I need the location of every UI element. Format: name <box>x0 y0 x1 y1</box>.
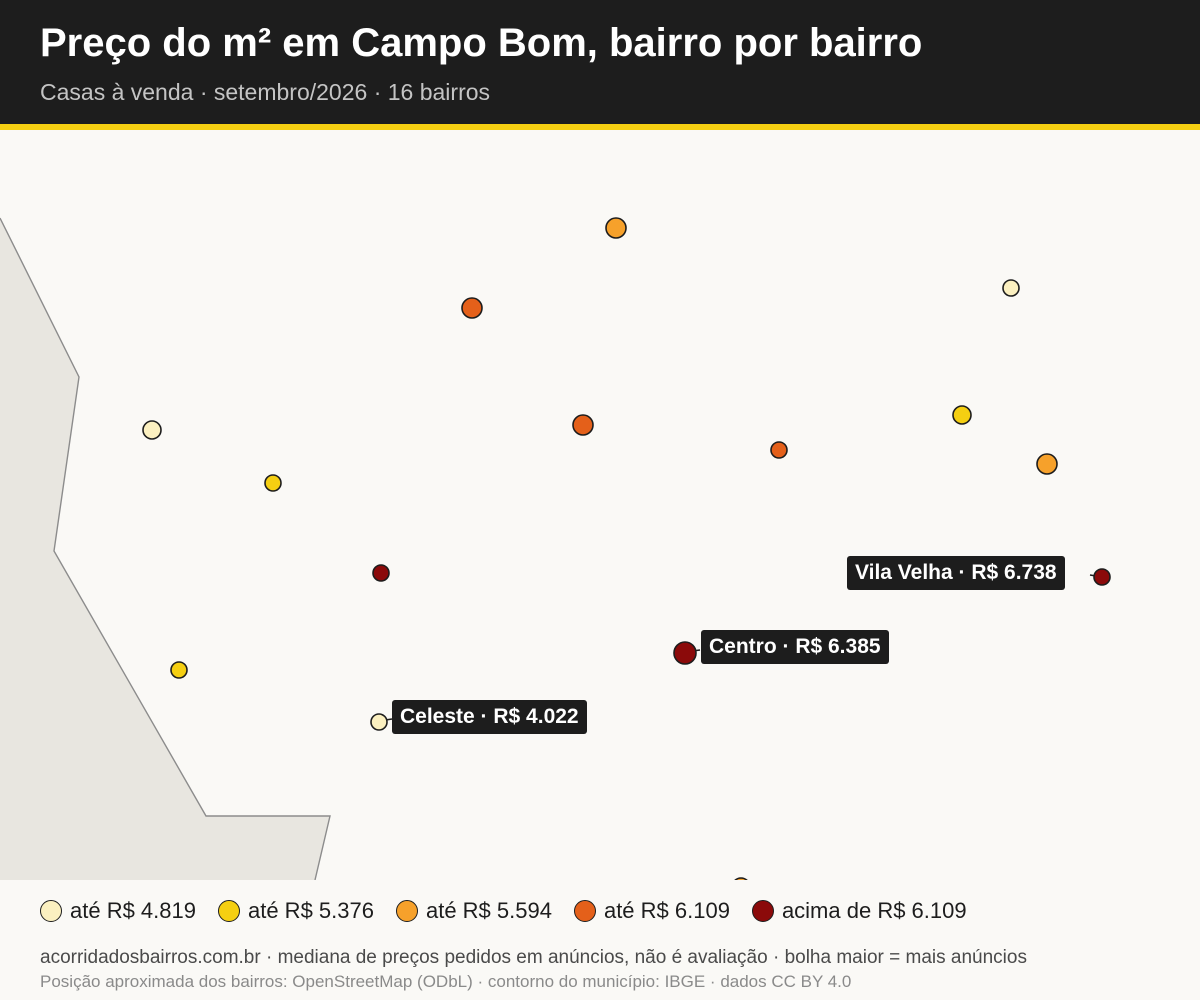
legend-item: acima de R$ 6.109 <box>751 898 967 924</box>
callout-centro: Centro · R$ 6.385 <box>701 630 889 664</box>
outside-municipality-area <box>0 218 330 880</box>
neighborhood-bubble[interactable] <box>605 217 627 239</box>
callout-celeste: Celeste · R$ 4.022 <box>392 700 587 734</box>
neighborhood-bubble[interactable] <box>572 414 594 436</box>
neighborhood-bubble[interactable] <box>461 297 483 319</box>
map-canvas <box>0 217 1111 880</box>
legend-swatch <box>40 900 62 922</box>
legend-item: até R$ 5.376 <box>217 898 374 924</box>
legend-swatch <box>395 900 418 922</box>
page-title: Preço do m² em Campo Bom, bairro por bai… <box>40 21 923 65</box>
neighborhood-bubble[interactable] <box>952 405 972 425</box>
header: Preço do m² em Campo Bom, bairro por bai… <box>0 0 1200 124</box>
neighborhood-bubble-centro[interactable] <box>673 641 697 665</box>
neighborhood-bubble[interactable] <box>1002 279 1020 297</box>
neighborhood-bubble[interactable] <box>264 474 282 492</box>
legend: até R$ 4.819 até R$ 5.376 até R$ 5.594 a… <box>40 896 989 926</box>
legend-label: até R$ 5.376 <box>247 898 374 923</box>
legend-label: até R$ 6.109 <box>603 898 730 923</box>
callout-vila-velha: Vila Velha · R$ 6.738 <box>847 556 1065 590</box>
legend-item: até R$ 4.819 <box>40 898 196 924</box>
municipality-boundary <box>0 217 331 880</box>
page-subtitle: Casas à venda · setembro/2026 · 16 bairr… <box>40 79 491 105</box>
legend-swatch <box>751 900 774 922</box>
legend-item: até R$ 6.109 <box>573 898 730 924</box>
accent-rule <box>0 124 1200 130</box>
footer-note: acorridadosbairros.com.br · mediana de p… <box>40 947 1027 968</box>
neighborhood-bubble-celeste[interactable] <box>370 713 388 731</box>
legend-swatch <box>573 900 596 922</box>
neighborhood-bubble[interactable] <box>372 564 390 582</box>
legend-label: até R$ 5.594 <box>425 898 552 923</box>
neighborhood-bubble[interactable] <box>732 877 750 880</box>
map-area[interactable]: Vila Velha · R$ 6.738 Centro · R$ 6.385 … <box>0 130 1200 880</box>
neighborhood-bubble[interactable] <box>142 420 162 440</box>
legend-swatch <box>217 900 240 922</box>
legend-label: acima de R$ 6.109 <box>781 898 967 923</box>
neighborhood-bubble[interactable] <box>1036 453 1058 475</box>
legend-item: até R$ 5.594 <box>395 898 552 924</box>
neighborhood-bubble-vila-velha[interactable] <box>1093 568 1111 586</box>
footer-source: Posição aproximada dos bairros: OpenStre… <box>40 972 852 991</box>
neighborhood-bubble[interactable] <box>170 661 188 679</box>
legend-label: até R$ 4.819 <box>70 898 196 923</box>
neighborhood-bubble[interactable] <box>770 441 788 459</box>
